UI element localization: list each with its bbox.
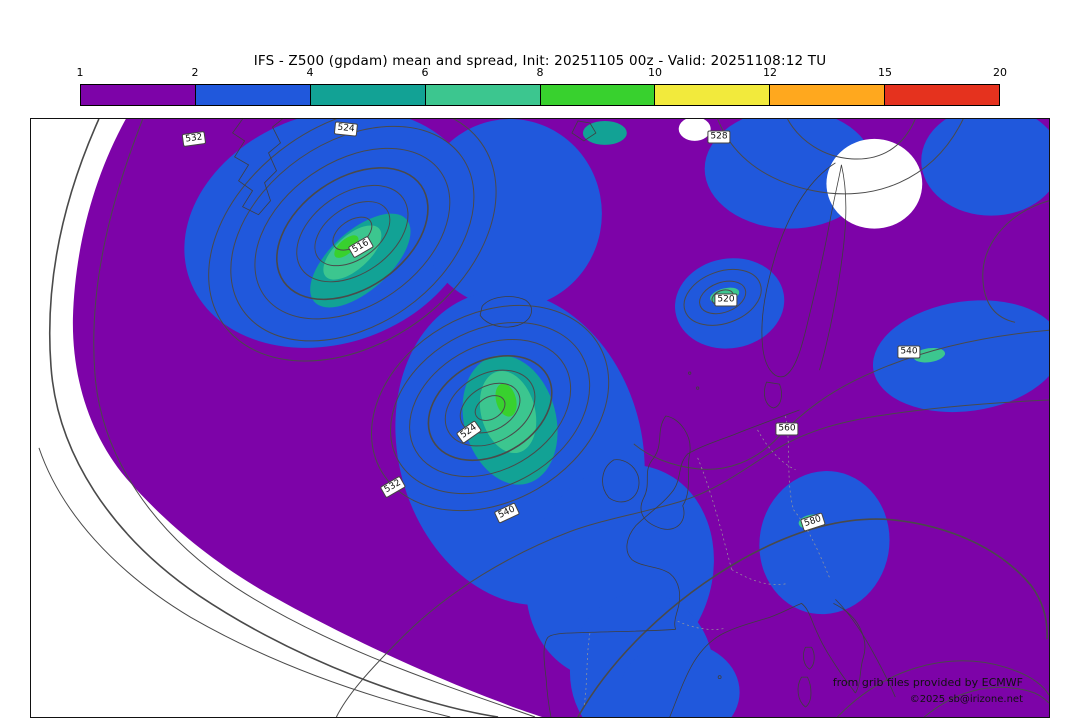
height-contours	[38, 119, 1049, 717]
coast-mediterranean	[669, 602, 856, 717]
spread-regions-minimal	[678, 119, 923, 229]
colorbar-tick: 2	[191, 66, 199, 79]
coastlines	[232, 119, 896, 717]
coast-island	[717, 675, 722, 680]
colorbar-segment-12-15	[770, 85, 886, 105]
coast-denmark	[764, 381, 782, 409]
country-borders	[583, 415, 830, 708]
attribution-copyright: ©2025 sb@irizone.net	[909, 694, 1023, 705]
coast-britain	[640, 415, 691, 530]
colorbar-segment-1-2	[81, 85, 196, 105]
coast-corsica	[803, 646, 815, 670]
contour-low-iceland	[208, 119, 497, 362]
coast-continent-west	[626, 409, 800, 630]
colorbar	[80, 84, 1000, 106]
coast-adriatic	[835, 599, 896, 698]
coast-island	[688, 371, 692, 375]
map-area: from grib files provided by ECMWF ©2025 …	[30, 118, 1050, 718]
spread-regions-bright-green	[334, 235, 517, 417]
coast-iberia	[543, 628, 676, 717]
colorbar-segment-2-4	[195, 85, 311, 105]
contour-label: 540	[897, 345, 921, 359]
coast-ireland	[602, 459, 640, 503]
colorbar-ticks: 1 2 4 6 8 10 12 15 20	[76, 66, 1008, 80]
coast-svalbard	[571, 120, 597, 142]
colorbar-tick: 6	[421, 66, 429, 79]
colorbar-tick: 12	[763, 66, 777, 79]
colorbar-tick: 10	[648, 66, 662, 79]
figure-title: IFS - Z500 (gpdam) mean and spread, Init…	[253, 53, 827, 69]
colorbar-tick: 20	[993, 66, 1007, 79]
colorbar-tick: 8	[536, 66, 544, 79]
colorbar-tick: 4	[306, 66, 314, 79]
coast-norway	[761, 162, 842, 378]
coast-island	[696, 386, 700, 390]
attribution-source: from grib files provided by ECMWF	[832, 676, 1023, 689]
colorbar-tick: 15	[878, 66, 892, 79]
spread-map-canvas	[31, 119, 1049, 717]
coast-sardinia	[797, 676, 812, 708]
coast-iceland	[479, 296, 532, 328]
coast-greenland	[232, 119, 283, 216]
colorbar-segment-15-20	[885, 85, 999, 105]
coast-sweden	[819, 164, 847, 371]
contour-label: 560	[775, 422, 799, 436]
colorbar-segment-10-12	[655, 85, 771, 105]
colorbar-segment-8-10	[540, 85, 656, 105]
colorbar-segment-4-6	[310, 85, 426, 105]
contour-label: 520	[714, 293, 738, 307]
contour-low-atlantic	[371, 304, 610, 512]
contour-label: 528	[707, 130, 731, 144]
contour-label: 524	[333, 121, 359, 137]
colorbar-segment-6-8	[425, 85, 541, 105]
colorbar-tick: 1	[76, 66, 84, 79]
